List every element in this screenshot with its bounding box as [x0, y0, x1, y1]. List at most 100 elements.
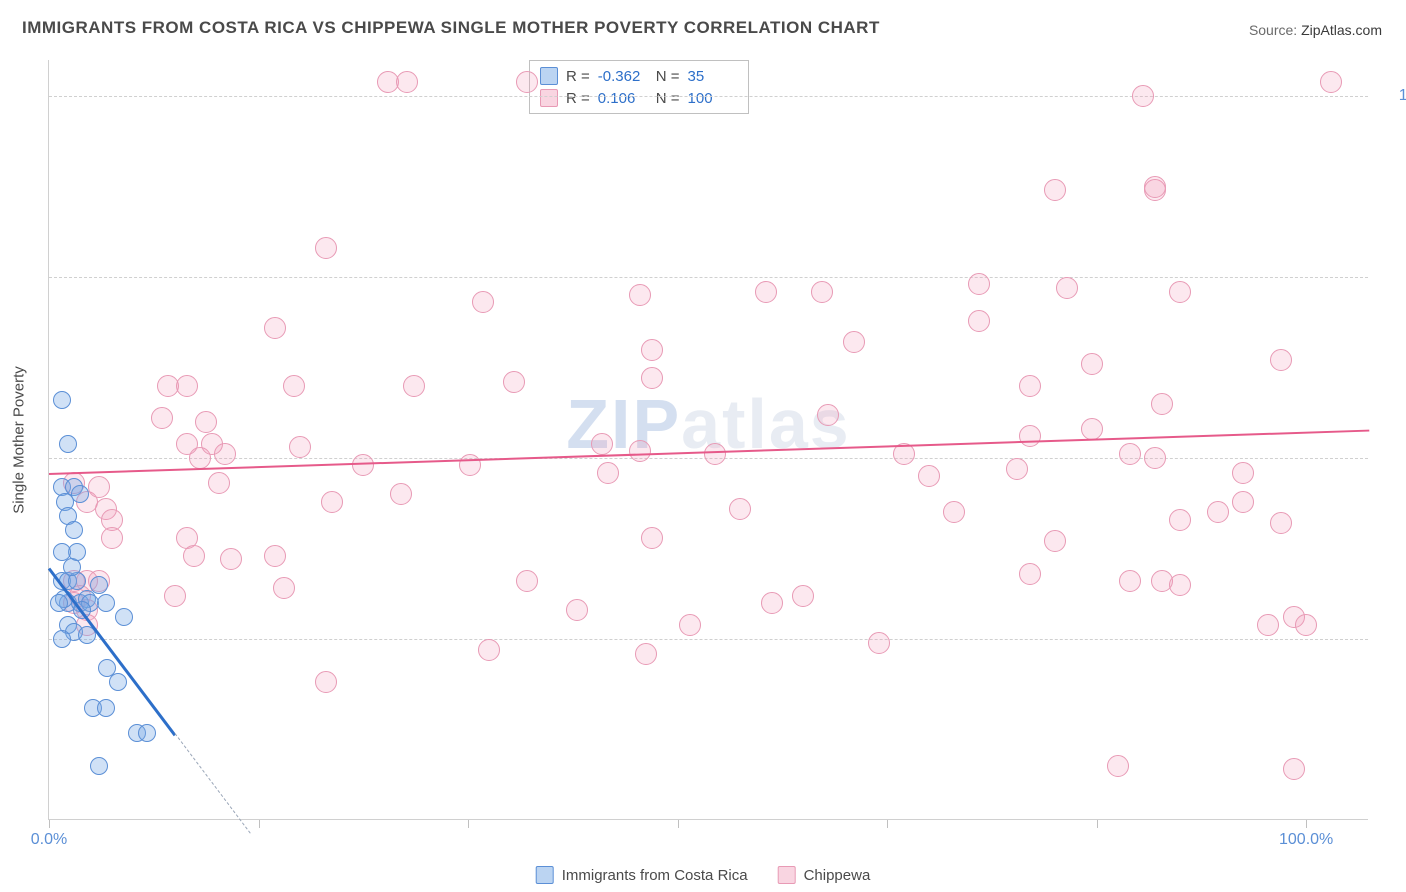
data-point-pink	[459, 454, 481, 476]
data-point-pink	[868, 632, 890, 654]
data-point-pink	[1081, 353, 1103, 375]
swatch-blue-icon	[536, 866, 554, 884]
data-point-pink	[597, 462, 619, 484]
n-value: 35	[688, 68, 738, 85]
x-tick-mark	[678, 820, 679, 828]
data-point-pink	[918, 465, 940, 487]
data-point-blue	[97, 699, 115, 717]
data-point-pink	[1283, 758, 1305, 780]
data-point-pink	[761, 592, 783, 614]
gridline-h	[49, 96, 1368, 97]
data-point-pink	[817, 404, 839, 426]
data-point-pink	[1295, 614, 1317, 636]
swatch-blue-icon	[540, 67, 558, 85]
data-point-pink	[403, 375, 425, 397]
trend-line-blue-dash	[174, 733, 250, 833]
data-point-pink	[1081, 418, 1103, 440]
data-point-blue	[90, 757, 108, 775]
data-point-blue	[90, 576, 108, 594]
data-point-pink	[1169, 509, 1191, 531]
data-point-pink	[164, 585, 186, 607]
data-point-pink	[1019, 563, 1041, 585]
source-attribution: Source: ZipAtlas.com	[1249, 22, 1382, 38]
data-point-pink	[315, 671, 337, 693]
data-point-pink	[321, 491, 343, 513]
legend-row: R = 0.106 N = 100	[540, 87, 738, 109]
data-point-blue	[109, 673, 127, 691]
data-point-pink	[566, 599, 588, 621]
r-label: R =	[566, 68, 590, 85]
data-point-blue	[65, 521, 83, 539]
gridline-h	[49, 639, 1368, 640]
data-point-blue	[115, 608, 133, 626]
data-point-pink	[1044, 530, 1066, 552]
data-point-pink	[729, 498, 751, 520]
data-point-pink	[843, 331, 865, 353]
r-value: 0.106	[598, 90, 648, 107]
source-value: ZipAtlas.com	[1301, 22, 1382, 38]
data-point-pink	[220, 548, 242, 570]
data-point-pink	[704, 443, 726, 465]
data-point-blue	[71, 485, 89, 503]
data-point-pink	[88, 476, 110, 498]
x-tick-mark	[1306, 820, 1307, 828]
data-point-pink	[472, 291, 494, 313]
data-point-pink	[264, 317, 286, 339]
data-point-blue	[97, 594, 115, 612]
x-tick-mark	[259, 820, 260, 828]
data-point-pink	[1169, 281, 1191, 303]
x-tick-label: 100.0%	[1279, 831, 1333, 849]
data-point-pink	[289, 436, 311, 458]
data-point-pink	[1320, 71, 1342, 93]
data-point-pink	[641, 339, 663, 361]
data-point-pink	[1151, 393, 1173, 415]
data-point-pink	[352, 454, 374, 476]
data-point-pink	[101, 527, 123, 549]
n-value: 100	[688, 90, 738, 107]
data-point-pink	[151, 407, 173, 429]
data-point-pink	[629, 440, 651, 462]
data-point-pink	[1056, 277, 1078, 299]
data-point-pink	[183, 545, 205, 567]
data-point-pink	[1232, 462, 1254, 484]
data-point-pink	[503, 371, 525, 393]
y-axis-label: Single Mother Poverty	[11, 366, 28, 514]
data-point-blue	[53, 391, 71, 409]
data-point-pink	[208, 472, 230, 494]
gridline-h	[49, 277, 1368, 278]
data-point-pink	[968, 310, 990, 332]
y-tick-label: 75.0%	[1378, 268, 1406, 286]
r-label: R =	[566, 90, 590, 107]
data-point-pink	[1169, 574, 1191, 596]
data-point-pink	[811, 281, 833, 303]
x-tick-mark	[468, 820, 469, 828]
data-point-pink	[591, 433, 613, 455]
data-point-pink	[273, 577, 295, 599]
data-point-pink	[1132, 85, 1154, 107]
data-point-pink	[641, 367, 663, 389]
data-point-blue	[50, 594, 68, 612]
series-legend: Immigrants from Costa Rica Chippewa	[536, 866, 871, 884]
data-point-pink	[1019, 425, 1041, 447]
y-tick-label: 100.0%	[1378, 87, 1406, 105]
data-point-pink	[195, 411, 217, 433]
trend-line-pink	[49, 429, 1369, 474]
n-label: N =	[656, 90, 680, 107]
data-point-pink	[1270, 512, 1292, 534]
scatter-plot-area: Single Mother Poverty ZIPatlas R = -0.36…	[48, 60, 1368, 820]
data-point-pink	[1270, 349, 1292, 371]
data-point-pink	[176, 375, 198, 397]
legend-item: Immigrants from Costa Rica	[536, 866, 748, 884]
data-point-pink	[478, 639, 500, 661]
data-point-pink	[201, 433, 223, 455]
data-point-pink	[1232, 491, 1254, 513]
data-point-pink	[516, 570, 538, 592]
x-tick-label: 0.0%	[31, 831, 67, 849]
data-point-pink	[1019, 375, 1041, 397]
swatch-pink-icon	[540, 89, 558, 107]
data-point-pink	[1144, 176, 1166, 198]
data-point-pink	[390, 483, 412, 505]
correlation-legend: R = -0.362 N = 35 R = 0.106 N = 100	[529, 60, 749, 114]
data-point-pink	[968, 273, 990, 295]
data-point-blue	[53, 630, 71, 648]
